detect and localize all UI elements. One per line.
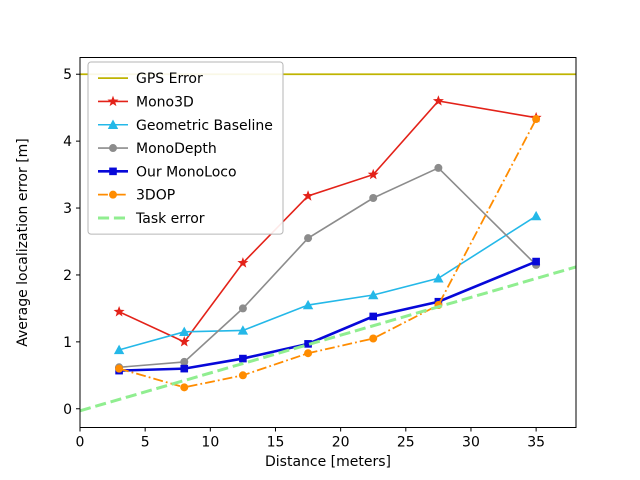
x-axis: 0 5 10 15 20 25 30 35 Distance [meters]: [76, 427, 545, 470]
y-axis: 0 1 2 3 4 5 Average localization error [m]: [15, 67, 80, 418]
series-our-monoloco: [115, 257, 540, 375]
marker-triangle: [179, 326, 190, 337]
legend-item-3dop: 3DOP: [98, 188, 175, 204]
marker-circle: [180, 357, 189, 366]
series-line: [79, 265, 577, 413]
marker-circle: [304, 234, 313, 243]
legend-item-geometric-baseline: Geometric Baseline: [98, 118, 273, 134]
y-tick-label: 4: [63, 134, 72, 150]
plot-border: [79, 57, 577, 428]
y-tick-label: 5: [63, 67, 72, 83]
legend-label: GPS Error: [136, 71, 203, 87]
series-geometric-baseline: [113, 210, 542, 355]
y-tick-label: 3: [63, 201, 72, 217]
legend-box: [87, 61, 284, 235]
y-axis-label: Average localization error [m]: [15, 138, 31, 347]
marker-triangle: [302, 299, 314, 310]
x-tick-label: 0: [76, 435, 85, 451]
marker-triangle: [433, 273, 444, 283]
marker-star: [432, 95, 444, 106]
x-tick-label: 30: [462, 435, 480, 451]
legend-item-monodepth: MonoDepth: [98, 141, 217, 157]
marker-square: [532, 257, 540, 266]
marker-circle: [304, 349, 313, 358]
x-tick-label: 25: [397, 435, 415, 451]
marker-triangle: [530, 210, 542, 221]
marker-triangle: [237, 325, 249, 335]
legend: GPS Error Mono3D Geometric Baseline MonoDep…: [87, 61, 284, 235]
series-task-error: [79, 265, 577, 413]
marker-star: [367, 168, 379, 180]
legend-item-our-monoloco: Our MonoLoco: [98, 164, 237, 180]
marker-circle: [115, 364, 124, 373]
marker-square: [304, 340, 312, 348]
marker-circle: [238, 304, 247, 313]
series-line: [118, 215, 537, 351]
marker-circle: [369, 334, 378, 343]
legend-label: 3DOP: [136, 188, 175, 204]
marker-triangle: [368, 289, 379, 300]
legend-label: MonoDepth: [136, 141, 217, 157]
x-axis-label: Distance [meters]: [265, 454, 391, 470]
x-tick-label: 15: [267, 435, 285, 451]
marker-star: [178, 336, 190, 347]
x-tick-label: 5: [141, 435, 150, 451]
marker-circle: [109, 144, 117, 153]
marker-square: [180, 364, 189, 373]
y-tick-label: 2: [63, 268, 72, 284]
marker-star: [302, 190, 314, 201]
x-tick-label: 20: [332, 435, 350, 451]
marker-star: [113, 305, 125, 317]
legend-item-task-error: Task error: [98, 211, 205, 227]
legend-label: Mono3D: [136, 94, 194, 110]
marker-star: [237, 257, 249, 268]
marker-square: [369, 312, 378, 321]
legend-item-gps-error: GPS Error: [98, 71, 203, 87]
y-tick-label: 0: [63, 402, 72, 418]
marker-triangle: [113, 344, 125, 355]
marker-circle: [238, 371, 247, 380]
legend-item-mono3d: Mono3D: [98, 94, 194, 110]
marker-square: [239, 354, 247, 363]
marker-square: [109, 167, 117, 176]
plot-series: [79, 73, 577, 413]
marker-circle: [532, 115, 541, 124]
marker-triangle: [107, 119, 119, 129]
legend-label: Our MonoLoco: [136, 164, 237, 180]
legend-label: Geometric Baseline: [136, 118, 273, 134]
marker-circle: [180, 383, 189, 392]
x-tick-label: 35: [527, 435, 545, 451]
series-line: [119, 260, 537, 372]
marker-circle: [434, 163, 443, 172]
marker-circle: [369, 194, 378, 203]
legend-label: Task error: [135, 211, 205, 227]
marker-circle: [109, 190, 117, 199]
y-tick-label: 1: [63, 335, 72, 351]
x-tick-label: 10: [201, 435, 219, 451]
marker-star: [107, 95, 119, 107]
